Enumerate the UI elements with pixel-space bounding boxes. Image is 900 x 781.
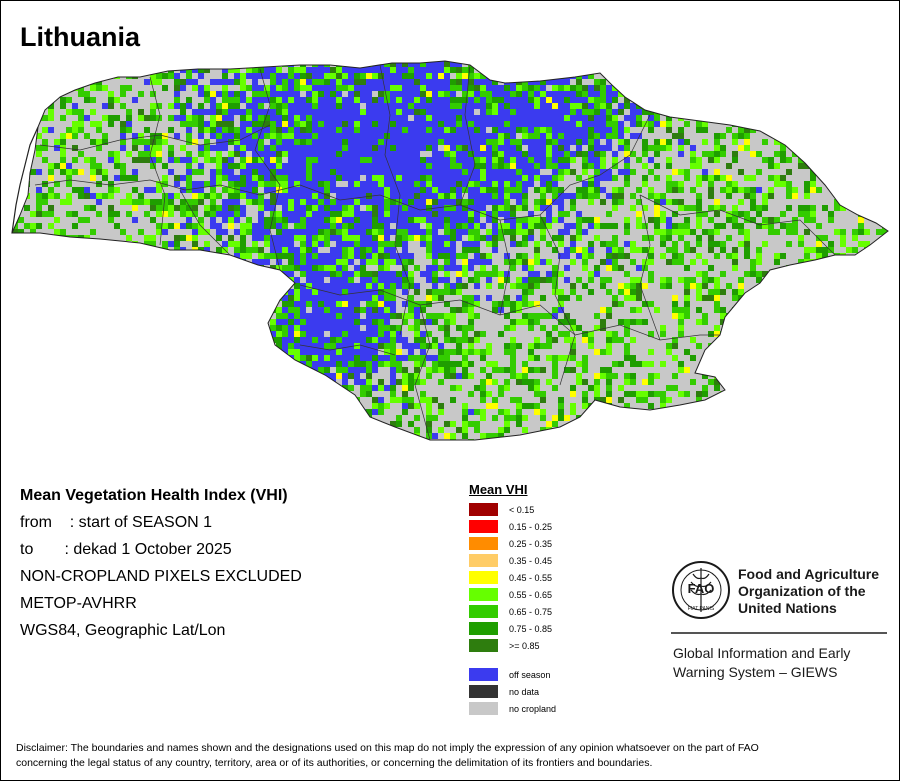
legend-special-label: off season [509, 669, 551, 680]
fao-name-line3: United Nations [738, 600, 837, 616]
legend-class-row: 0.35 - 0.45 [469, 552, 556, 569]
projection-line: WGS84, Geographic Lat/Lon [20, 622, 226, 639]
fao-logo-motto: FIAT PANIS [688, 606, 715, 612]
legend-class-swatch [469, 520, 498, 533]
legend-classes: < 0.15 0.15 - 0.25 0.25 - 0.35 0.35 - 0.45 0… [469, 501, 556, 654]
legend-class-label: 0.75 - 0.85 [509, 623, 553, 634]
giews-line2: Warning System – GIEWS [673, 664, 838, 680]
legend-special: off season no data no cropland [469, 666, 556, 717]
fao-name: Food and Agriculture Organization of the… [738, 566, 879, 617]
legend-class-swatch [469, 639, 498, 652]
legend-class-label: 0.15 - 0.25 [509, 521, 553, 532]
legend-class-swatch [469, 537, 498, 550]
legend-class-row: < 0.15 [469, 501, 556, 518]
legend-class-row: 0.15 - 0.25 [469, 518, 556, 535]
legend-class-label: 0.65 - 0.75 [509, 606, 553, 617]
fao-name-line1: Food and Agriculture [738, 566, 880, 582]
fao-divider [671, 632, 887, 634]
legend-class-swatch [469, 605, 498, 618]
legend-class-label: 0.45 - 0.55 [509, 572, 553, 583]
legend-class-swatch [469, 571, 498, 584]
legend-class-swatch [469, 554, 498, 567]
vhi-map [11, 60, 889, 441]
from-line: from : start of SEASON 1 [20, 514, 213, 531]
legend-special-row: off season [469, 666, 556, 683]
legend-class-label: 0.55 - 0.65 [509, 589, 553, 600]
legend-title: Mean VHI [469, 482, 528, 497]
disclaimer-line2: concerning the legal status of any count… [16, 757, 653, 769]
legend-special-label: no data [509, 686, 540, 697]
legend: Mean VHI < 0.15 0.15 - 0.25 0.25 - 0.35 0.3… [469, 482, 556, 717]
giews-name: Global Information and Early Warning Sys… [673, 644, 850, 682]
giews-line1: Global Information and Early [673, 645, 851, 661]
pixels-line: NON-CROPLAND PIXELS EXCLUDED [20, 568, 302, 585]
legend-class-label: 0.35 - 0.45 [509, 555, 553, 566]
legend-class-row: 0.55 - 0.65 [469, 586, 556, 603]
legend-special-swatch [469, 702, 498, 715]
legend-special-row: no cropland [469, 700, 556, 717]
legend-class-row: 0.65 - 0.75 [469, 603, 556, 620]
map-title: Lithuania [20, 22, 140, 52]
legend-special-label: no cropland [509, 703, 557, 714]
index-heading: Mean Vegetation Health Index (VHI) [20, 487, 288, 504]
curonian-spit [11, 126, 39, 234]
fao-logo-icon: FAO FIAT PANIS [672, 561, 730, 619]
legend-class-swatch [469, 503, 498, 516]
fao-logo-letters: FAO [688, 581, 715, 596]
disclaimer-line1: Disclaimer: The boundaries and names sho… [16, 742, 759, 754]
map-info: Mean Vegetation Health Index (VHI) from … [20, 487, 302, 649]
legend-class-row: >= 0.85 [469, 637, 556, 654]
legend-class-label: 0.25 - 0.35 [509, 538, 553, 549]
legend-special-swatch [469, 668, 498, 681]
legend-class-swatch [469, 588, 498, 601]
district-boundaries [34, 64, 836, 441]
legend-class-label: >= 0.85 [509, 640, 540, 651]
legend-class-row: 0.75 - 0.85 [469, 620, 556, 637]
legend-class-row: 0.25 - 0.35 [469, 535, 556, 552]
legend-class-row: 0.45 - 0.55 [469, 569, 556, 586]
disclaimer: Disclaimer: The boundaries and names sho… [16, 741, 886, 771]
legend-class-swatch [469, 622, 498, 635]
legend-class-label: < 0.15 [509, 504, 535, 515]
sensor-line: METOP-AVHRR [20, 595, 137, 612]
fao-name-line2: Organization of the [738, 583, 866, 599]
legend-special-swatch [469, 685, 498, 698]
to-line: to : dekad 1 October 2025 [20, 541, 232, 558]
country-outline [11, 60, 889, 441]
legend-special-row: no data [469, 683, 556, 700]
